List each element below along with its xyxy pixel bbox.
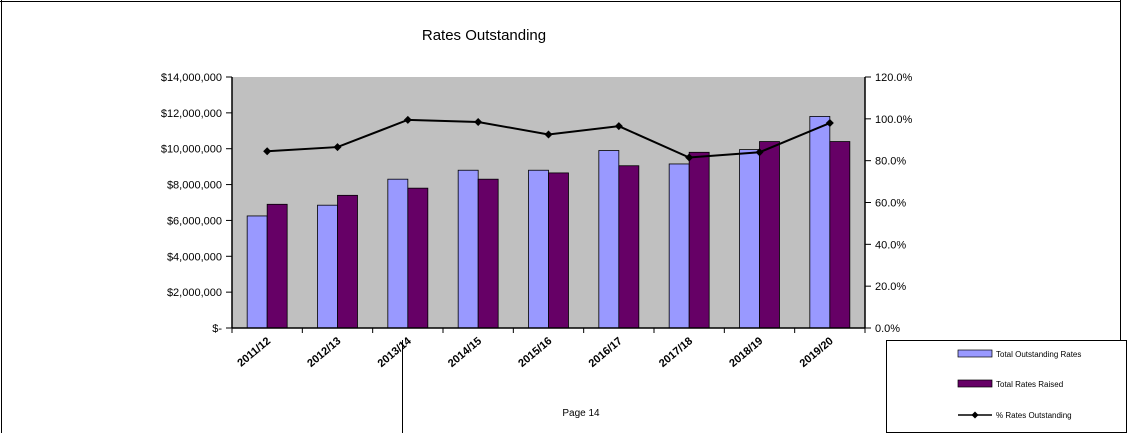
bar-total-raised <box>688 151 710 329</box>
x-tick-label: 2014/15 <box>446 335 484 370</box>
legend-label-raised: Total Rates Raised <box>996 380 1063 389</box>
y-right-tick-label: 40.0% <box>875 239 906 251</box>
point-percent-outstanding <box>755 148 764 157</box>
legend-swatch-outstanding <box>957 349 993 358</box>
y-left-tick-label: $8,000,000 <box>167 180 222 192</box>
legend: Total Outstanding Rates Total Rates Rais… <box>886 340 1127 433</box>
point-percent-outstanding <box>685 153 694 162</box>
y-left-tick-label: $2,000,000 <box>167 287 222 299</box>
bar-total-outstanding <box>457 169 479 329</box>
y-right-tick-label: 120.0% <box>875 72 913 84</box>
y-right-tick-label: 20.0% <box>875 281 906 293</box>
bar-total-outstanding <box>528 169 549 329</box>
point-percent-outstanding <box>474 117 483 126</box>
bar-total-outstanding <box>387 178 409 329</box>
x-tick-label: 2011/12 <box>235 335 273 369</box>
legend-swatch-raised <box>957 379 993 388</box>
x-tick-label: 2016/17 <box>587 335 625 370</box>
bar-total-outstanding <box>668 163 690 329</box>
x-tick-label: 2015/16 <box>516 335 554 370</box>
legend-label-outstanding: Total Outstanding Rates <box>996 350 1081 359</box>
x-tick-label: 2017/18 <box>657 335 695 370</box>
y-right-tick-label: 80.0% <box>875 156 906 168</box>
x-tick-label: 2019/20 <box>798 335 836 370</box>
y-left-tick-label: $6,000,000 <box>167 215 222 227</box>
legend-label-percent: % Rates Outstanding <box>996 411 1072 420</box>
point-percent-outstanding <box>333 143 342 152</box>
point-percent-outstanding <box>614 122 623 131</box>
page-footer: Page 14 <box>562 408 600 419</box>
y-left-tick-label: $- <box>212 323 222 335</box>
point-percent-outstanding <box>825 119 834 128</box>
y-left-tick-label: $10,000,000 <box>161 144 222 156</box>
bar-total-outstanding <box>809 116 831 329</box>
bar-total-raised <box>337 194 358 329</box>
legend-marker-percent <box>971 411 979 419</box>
point-percent-outstanding <box>263 147 272 156</box>
legend-box <box>886 340 1127 433</box>
bar-total-raised <box>829 141 851 329</box>
bar-total-outstanding <box>598 150 620 329</box>
x-tick-label: 2018/19 <box>727 335 765 370</box>
y-right-tick-label: 60.0% <box>875 198 906 210</box>
y-left-tick-label: $14,000,000 <box>161 72 222 84</box>
bar-total-outstanding <box>739 149 760 329</box>
bar-total-raised <box>407 187 429 329</box>
bar-total-raised <box>266 203 288 329</box>
y-left-tick-label: $12,000,000 <box>161 108 222 120</box>
bar-total-raised <box>548 172 569 329</box>
bar-total-outstanding <box>246 215 268 329</box>
point-percent-outstanding <box>544 130 553 139</box>
bar-total-outstanding <box>317 204 338 329</box>
chart-title: Rates Outstanding <box>422 27 546 44</box>
x-tick-label: 2013/14 <box>376 335 415 370</box>
bar-total-raised <box>477 178 499 329</box>
x-tick-label: 2012/13 <box>305 335 343 370</box>
y-right-tick-label: 100.0% <box>875 114 913 126</box>
y-right-tick-label: 0.0% <box>875 323 900 335</box>
bar-total-raised <box>759 141 780 329</box>
y-left-tick-label: $4,000,000 <box>167 251 222 263</box>
point-percent-outstanding <box>403 115 412 124</box>
bar-total-raised <box>618 165 640 329</box>
